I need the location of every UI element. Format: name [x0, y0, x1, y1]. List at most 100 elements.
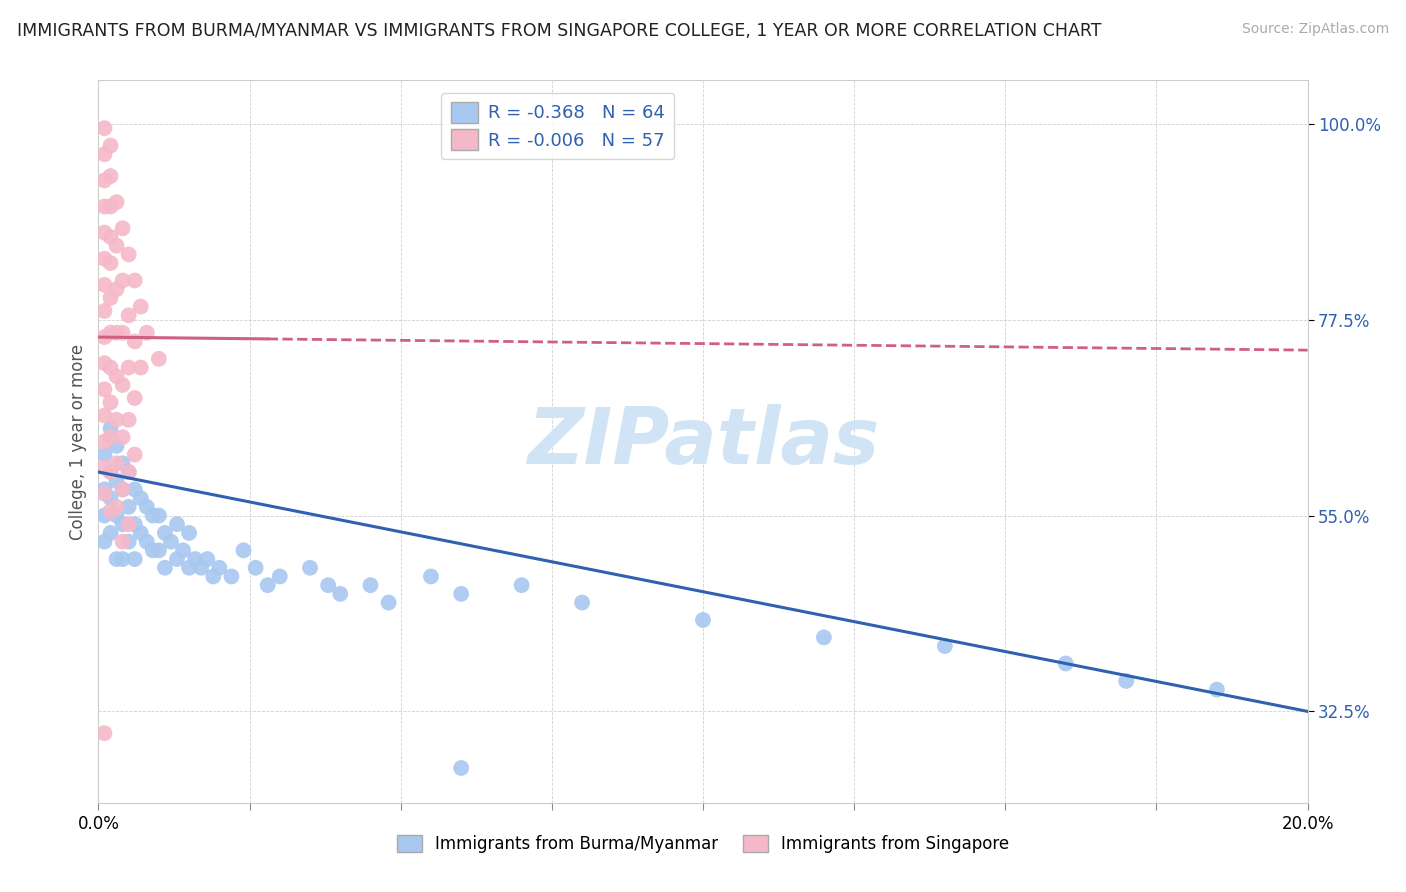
Point — [208, 561, 231, 575]
Point — [105, 413, 128, 427]
Point — [269, 569, 291, 583]
Point — [93, 448, 115, 462]
Point — [450, 761, 472, 775]
Point — [111, 221, 134, 235]
Point — [153, 525, 176, 540]
Point — [100, 169, 122, 183]
Point — [105, 195, 128, 210]
Point — [256, 578, 278, 592]
Point — [105, 500, 128, 514]
Point — [100, 430, 122, 444]
Point — [93, 121, 115, 136]
Point — [105, 552, 128, 566]
Point — [111, 534, 134, 549]
Point — [93, 534, 115, 549]
Point — [105, 369, 128, 384]
Point — [93, 173, 115, 187]
Point — [129, 300, 152, 314]
Point — [124, 391, 146, 405]
Point — [93, 356, 115, 370]
Point — [135, 326, 157, 340]
Point — [450, 587, 472, 601]
Point — [172, 543, 194, 558]
Point — [135, 534, 157, 549]
Point — [100, 200, 122, 214]
Point — [111, 273, 134, 287]
Point — [93, 252, 115, 266]
Point — [111, 552, 134, 566]
Point — [124, 483, 146, 497]
Point — [202, 569, 225, 583]
Point — [111, 378, 134, 392]
Point — [100, 465, 122, 479]
Point — [93, 483, 115, 497]
Point — [377, 596, 399, 610]
Point — [93, 382, 115, 396]
Point — [316, 578, 339, 592]
Point — [813, 631, 835, 645]
Point — [118, 517, 141, 532]
Point — [124, 448, 146, 462]
Point — [111, 456, 134, 470]
Point — [93, 147, 115, 161]
Point — [124, 552, 146, 566]
Point — [179, 561, 201, 575]
Point — [93, 460, 115, 475]
Point — [124, 517, 146, 532]
Point — [105, 282, 128, 296]
Point — [100, 465, 122, 479]
Point — [329, 587, 352, 601]
Point — [111, 430, 134, 444]
Point — [118, 413, 141, 427]
Point — [195, 552, 218, 566]
Point — [190, 561, 212, 575]
Point — [105, 508, 128, 523]
Point — [148, 543, 170, 558]
Point — [93, 726, 115, 740]
Point — [166, 552, 188, 566]
Point — [221, 569, 243, 583]
Point — [420, 569, 443, 583]
Point — [93, 508, 115, 523]
Point — [142, 508, 165, 523]
Point — [232, 543, 254, 558]
Point — [299, 561, 322, 575]
Point — [142, 543, 165, 558]
Point — [100, 504, 122, 518]
Point — [100, 256, 122, 270]
Point — [100, 421, 122, 435]
Point — [124, 334, 146, 349]
Point — [118, 360, 141, 375]
Point — [111, 483, 134, 497]
Point — [1115, 673, 1137, 688]
Point — [510, 578, 533, 592]
Point — [93, 409, 115, 423]
Point — [93, 304, 115, 318]
Point — [105, 456, 128, 470]
Text: Source: ZipAtlas.com: Source: ZipAtlas.com — [1241, 22, 1389, 37]
Point — [934, 639, 956, 653]
Point — [124, 273, 146, 287]
Point — [100, 360, 122, 375]
Point — [160, 534, 183, 549]
Point — [179, 525, 201, 540]
Point — [111, 483, 134, 497]
Point — [100, 291, 122, 305]
Y-axis label: College, 1 year or more: College, 1 year or more — [69, 343, 87, 540]
Point — [105, 474, 128, 488]
Point — [1206, 682, 1229, 697]
Point — [118, 500, 141, 514]
Point — [111, 326, 134, 340]
Point — [100, 326, 122, 340]
Legend: Immigrants from Burma/Myanmar, Immigrants from Singapore: Immigrants from Burma/Myanmar, Immigrant… — [389, 828, 1017, 860]
Point — [118, 465, 141, 479]
Point — [93, 277, 115, 292]
Point — [100, 395, 122, 409]
Point — [100, 230, 122, 244]
Point — [93, 226, 115, 240]
Point — [100, 138, 122, 153]
Point — [129, 360, 152, 375]
Point — [129, 491, 152, 505]
Point — [118, 534, 141, 549]
Point — [135, 500, 157, 514]
